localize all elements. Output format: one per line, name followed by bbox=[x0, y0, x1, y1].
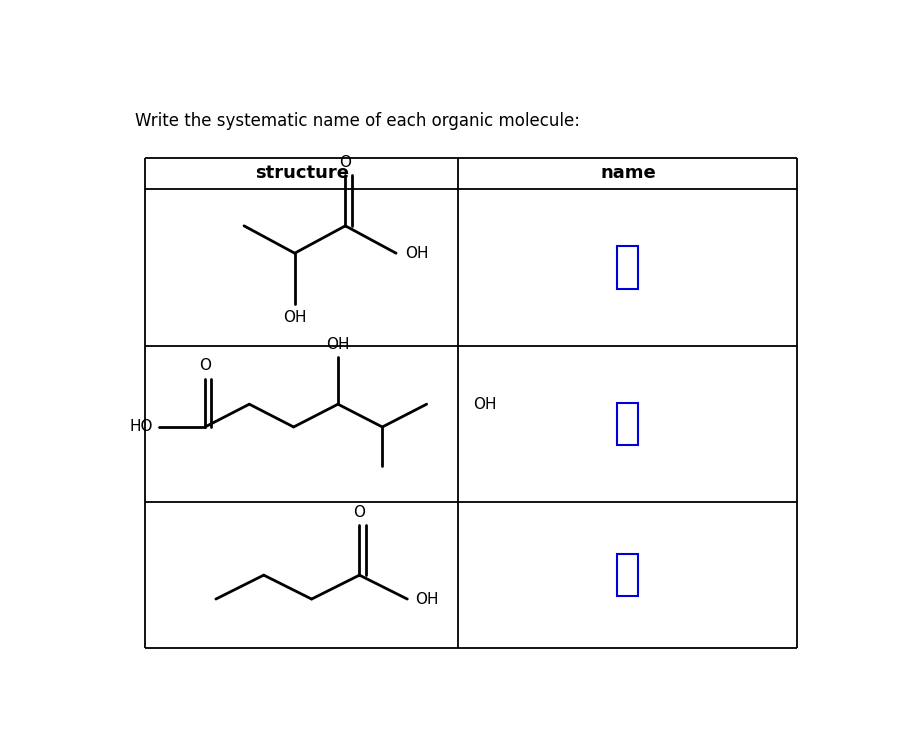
Text: OH: OH bbox=[283, 309, 307, 325]
Text: structure: structure bbox=[255, 164, 349, 183]
Text: O: O bbox=[353, 505, 365, 520]
Text: OH: OH bbox=[326, 337, 350, 352]
Text: O: O bbox=[199, 358, 211, 373]
Text: OH: OH bbox=[405, 246, 429, 260]
Text: HO: HO bbox=[130, 420, 153, 434]
Text: OH: OH bbox=[473, 397, 497, 411]
Bar bbox=[617, 403, 638, 445]
Bar bbox=[617, 554, 638, 596]
Text: O: O bbox=[340, 155, 351, 169]
Text: name: name bbox=[600, 164, 656, 183]
Text: Write the systematic name of each organic molecule:: Write the systematic name of each organi… bbox=[134, 112, 579, 130]
Text: OH: OH bbox=[415, 591, 439, 607]
Bar bbox=[617, 246, 638, 289]
